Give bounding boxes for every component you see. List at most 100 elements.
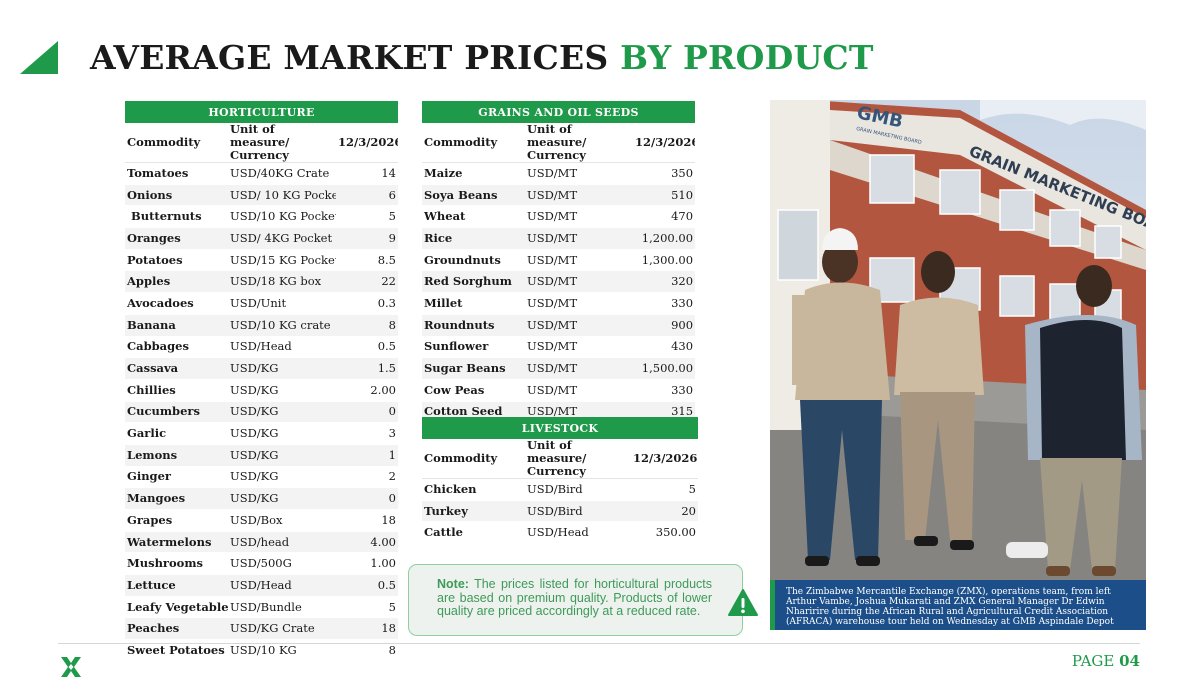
cell-unit: USD/MT [525,336,633,359]
cell-commodity: Tomatoes [125,162,228,185]
cell-commodity: Turkey [422,500,525,523]
cell-price: 5 [336,205,398,229]
cell-price: 8 [336,314,398,337]
table-row: Millet USD/MT 330 [422,292,696,315]
cell-unit: USD/Box [228,509,336,532]
table-row: Potatoes USD/15 KG Pocket 8.5 [125,249,398,272]
table-row: Tomatoes USD/40KG Crate 14 [125,162,398,185]
cell-unit: USD/15 KG Pocket [228,249,336,272]
cell-unit: USD/MT [525,249,633,272]
note-label: Note: [437,577,469,591]
cell-unit: USD/10 KG crate [228,314,336,337]
cell-unit: USD/Head [228,574,336,597]
table-header-row: Commodity Unit of measure/ Currency 12/3… [422,123,696,163]
corner-triangle-decoration [20,41,58,74]
cell-price: 350 [633,162,696,185]
table-row: Garlic USD/KG 3 [125,422,398,445]
livestock-heading: LIVESTOCK [422,417,698,439]
cell-unit: USD/KG [228,379,336,402]
horticulture-table: HORTICULTURE Commodity Unit of measure/ … [125,101,398,662]
cell-price: 900 [633,314,696,337]
cell-unit: USD/KG [228,466,336,489]
cell-price: 470 [633,205,696,229]
cell-commodity: Apples [125,270,228,294]
cell-unit: USD/18 KG box [228,270,336,294]
footer-divider [58,643,1140,644]
table-row: Watermelons USD/head 4.00 [125,531,398,554]
cell-commodity: Cow Peas [422,379,525,402]
cell-unit: USD/10 KG Pocket [228,205,336,229]
page-number: PAGE 04 [1072,652,1140,670]
cell-commodity: Cassava [125,357,228,380]
page-title: AVERAGE MARKET PRICES BY PRODUCT [90,38,874,77]
cell-price: 18 [336,509,398,532]
cell-commodity: Garlic [125,422,228,445]
cell-price: 14 [336,162,398,185]
cell-unit: USD/ 10 KG Pocket [228,184,336,207]
cell-price: 1 [336,444,398,467]
cell-price: 1,500.00 [633,357,696,380]
table-row: Mangoes USD/KG 0 [125,487,398,510]
table-header-row: Commodity Unit of measure/ Currency 12/3… [422,439,698,479]
cell-price: 5 [631,478,698,501]
cell-price: 0.3 [336,292,398,315]
cell-commodity: Sweet Potatoes [125,639,228,662]
table-row: Mushrooms USD/500G 1.00 [125,552,398,576]
cell-commodity: Avocadoes [125,292,228,315]
cell-commodity: Cattle [422,521,525,545]
cell-price: 350.00 [631,521,698,545]
table-row: Chicken USD/Bird 5 [422,478,698,501]
cell-unit: USD/KG [228,422,336,445]
cell-price: 3 [336,422,398,445]
cell-price: 2 [336,466,398,489]
cell-unit: USD/MT [525,205,633,229]
header-unit: Unit of measure/ Currency [228,123,336,163]
cell-commodity: Grapes [125,509,228,532]
cell-commodity: Butternuts [125,205,228,229]
cell-unit: USD/MT [525,292,633,315]
cell-commodity: Mangoes [125,487,228,510]
table-row: Maize USD/MT 350 [422,162,696,185]
cell-commodity: Red Sorghum [422,270,525,294]
cell-unit: USD/KG [228,401,336,424]
header-commodity: Commodity [422,123,525,163]
cell-commodity: Oranges [125,227,228,250]
cell-commodity: Millet [422,292,525,315]
table-header-row: Commodity Unit of measure/ Currency 12/3… [125,123,398,163]
header-commodity: Commodity [422,439,525,479]
table-row: Sunflower USD/MT 430 [422,336,696,359]
cell-price: 1.00 [336,552,398,576]
cell-price: 8.5 [336,249,398,272]
grains-heading: GRAINS AND OIL SEEDS [422,101,696,123]
table-row: Lemons USD/KG 1 [125,444,398,467]
table-row: Cattle USD/Head 350.00 [422,521,698,545]
cell-commodity: Sugar Beans [422,357,525,380]
page-number-value: 04 [1119,652,1140,670]
cell-unit: USD/KG [228,444,336,467]
title-accent: BY PRODUCT [620,38,874,77]
header-unit: Unit of measure/ Currency [525,123,633,163]
person-left [792,228,890,566]
header-commodity: Commodity [125,123,228,163]
person-middle [894,251,984,550]
cell-commodity: Groundnuts [422,249,525,272]
table-row: Cow Peas USD/MT 330 [422,379,696,402]
table-row: Cabbages USD/Head 0.5 [125,336,398,359]
table-row: Ginger USD/KG 2 [125,466,398,489]
cell-unit: USD/MT [525,357,633,380]
cell-price: 2.00 [336,379,398,402]
cell-price: 8 [336,639,398,662]
cell-price: 18 [336,617,398,641]
cell-price: 22 [336,270,398,294]
note-body: The prices listed for horticultural prod… [437,577,712,618]
cell-unit: USD/500G [228,552,336,576]
caption-accent-bar [770,580,775,630]
table-row: Butternuts USD/10 KG Pocket 5 [125,205,398,229]
grains-table: GRAINS AND OIL SEEDS Commodity Unit of m… [422,101,696,424]
caption-text: The Zimbabwe Mercantile Exchange (ZMX), … [786,587,1114,627]
cell-commodity: Ginger [125,466,228,489]
cell-unit: USD/10 KG [228,639,336,662]
note-box: Note: The prices listed for horticultura… [408,564,758,636]
header-unit: Unit of measure/ Currency [525,439,631,479]
cell-price: 1,300.00 [633,249,696,272]
